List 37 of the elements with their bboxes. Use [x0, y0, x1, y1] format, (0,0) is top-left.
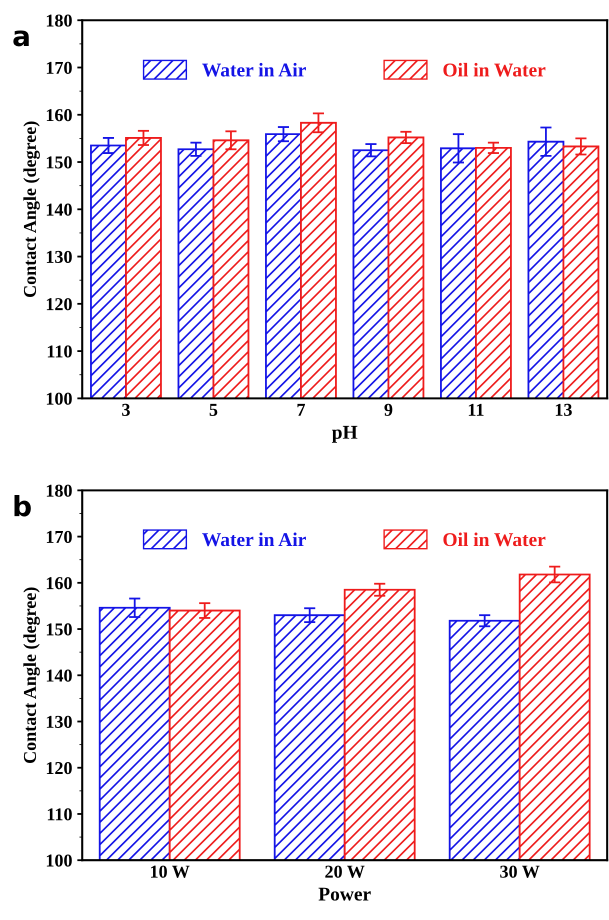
y-tick-label: 140 — [46, 670, 72, 682]
y-tick-label: 150 — [46, 156, 72, 168]
x-tick-label: 30 W — [500, 866, 540, 878]
y-tick-label: 100 — [46, 392, 72, 405]
x-tick-label: 13 — [556, 404, 572, 416]
y-tick-label: 100 — [46, 854, 72, 867]
legend-label: Water in Air — [202, 62, 306, 77]
legend-label: Water in Air — [202, 532, 306, 546]
x-tick-label: 20 W — [325, 866, 365, 878]
x-tick-label: 11 — [468, 404, 484, 416]
x-tick-label: 5 — [210, 404, 218, 416]
y-tick-label: 180 — [46, 484, 72, 497]
y-tick-label: 130 — [46, 250, 72, 264]
text: b — [14, 495, 31, 517]
y-tick-label: 160 — [46, 577, 72, 590]
text: a — [13, 30, 29, 46]
y-tick-label: 140 — [46, 204, 72, 216]
y-tick-label: 130 — [46, 716, 72, 728]
y-tick-label: 120 — [46, 762, 72, 774]
legend-label: Oil in Water — [443, 532, 546, 546]
y-tick-label: 120 — [46, 298, 72, 310]
y-tick-label: 150 — [46, 623, 72, 636]
x-tick-label: 7 — [297, 404, 306, 416]
x-tick-label: 10 W — [151, 866, 190, 878]
y-axis-title: Contact Angle (degree) — [23, 122, 40, 298]
x-tick-label: 9 — [384, 404, 392, 416]
y-tick-label: 170 — [46, 530, 72, 544]
x-axis-title: pH — [332, 426, 358, 443]
y-tick-label: 110 — [48, 345, 72, 358]
y-tick-label: 110 — [48, 808, 72, 820]
x-axis-title: Power — [318, 888, 371, 901]
y-tick-label: 180 — [46, 14, 72, 27]
y-axis-title: Contact Angle (degree) — [23, 587, 40, 763]
y-tick-label: 170 — [46, 62, 72, 74]
x-tick-label: 3 — [122, 404, 130, 416]
y-tick-label: 160 — [46, 109, 72, 122]
legend-label: Oil in Water — [443, 62, 546, 77]
